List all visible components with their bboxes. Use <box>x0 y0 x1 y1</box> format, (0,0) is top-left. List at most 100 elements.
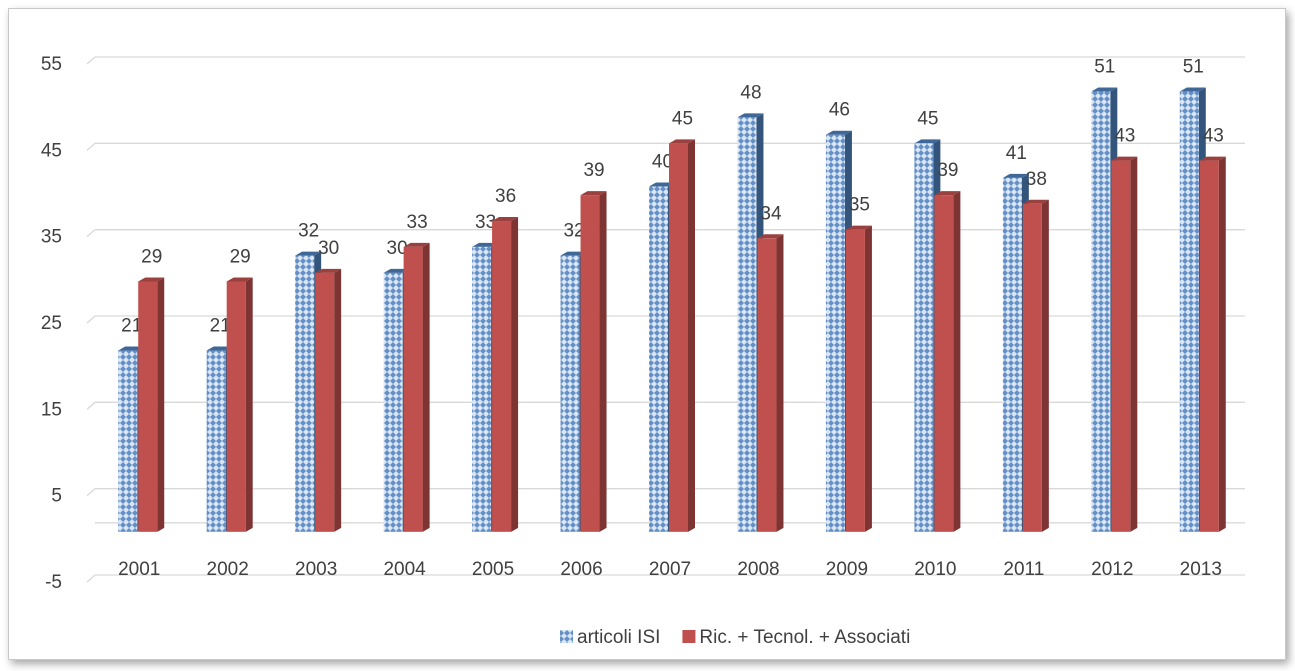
bar-front <box>118 350 138 532</box>
bar <box>492 217 519 532</box>
bar-side <box>776 234 784 532</box>
value-label: 29 <box>230 246 251 267</box>
x-tick-label: 2008 <box>737 559 779 580</box>
value-label: 35 <box>849 195 870 216</box>
bar-top <box>560 251 587 256</box>
y-tick-label: 25 <box>41 313 62 334</box>
bar-top <box>757 234 784 239</box>
bar <box>226 277 253 532</box>
value-label: 32 <box>563 221 584 242</box>
value-label: 39 <box>937 160 958 181</box>
value-label: 33 <box>407 212 428 233</box>
bar-top <box>580 191 607 196</box>
bar-side <box>157 277 165 532</box>
y-tick-label: -5 <box>45 572 62 593</box>
bar-top <box>825 130 852 135</box>
grid-line <box>86 574 1245 583</box>
bar-side <box>1041 199 1049 532</box>
bar-top <box>1179 87 1206 92</box>
bar-front <box>1179 91 1199 532</box>
value-label: 21 <box>210 316 231 337</box>
bar-top <box>1002 173 1029 178</box>
bar <box>580 191 607 532</box>
value-label: 36 <box>495 186 516 207</box>
bar <box>1022 199 1049 532</box>
bar-front <box>914 143 934 532</box>
value-label: 21 <box>121 316 142 337</box>
bar-front <box>315 272 335 532</box>
value-label: 30 <box>387 238 408 259</box>
value-label: 32 <box>298 221 319 242</box>
bar-top <box>472 242 499 247</box>
bar-top <box>1199 156 1226 161</box>
bar-top <box>118 346 145 351</box>
y-tick-label: 15 <box>41 399 62 420</box>
x-tick-label: 2006 <box>560 559 602 580</box>
bar-front <box>226 281 246 532</box>
bar-top <box>649 182 675 187</box>
value-label: 34 <box>760 203 782 224</box>
bar-top <box>1111 156 1138 161</box>
bar-top <box>383 268 410 273</box>
x-tick-label: 2002 <box>207 559 249 580</box>
legend-swatch <box>560 630 573 643</box>
bar-side <box>953 191 961 532</box>
bar-front <box>649 186 668 532</box>
bar <box>757 234 784 532</box>
bar-side <box>688 139 695 532</box>
bar-top <box>492 217 519 222</box>
value-label: 41 <box>1006 143 1027 164</box>
bar-front <box>1091 91 1111 532</box>
x-tick-label: 2011 <box>1003 559 1044 580</box>
bar-front <box>1002 177 1022 532</box>
bar-top <box>669 139 695 144</box>
bar <box>934 191 961 532</box>
bar-front <box>492 221 512 532</box>
value-label: 33 <box>475 212 496 233</box>
bar-side <box>864 225 872 532</box>
bar-front <box>1111 160 1131 532</box>
legend-swatch <box>682 630 696 643</box>
bar-top <box>206 346 233 351</box>
y-tick-label: 55 <box>41 54 62 75</box>
bar-top <box>1091 87 1118 92</box>
x-tick-label: 2005 <box>472 559 514 580</box>
bar-front <box>757 238 777 532</box>
bar-top <box>934 191 961 196</box>
grid-line <box>86 142 1245 151</box>
value-label: 43 <box>1114 126 1135 147</box>
value-label: 30 <box>318 238 339 259</box>
x-tick-label: 2012 <box>1091 559 1133 580</box>
y-tick-label: 35 <box>41 227 62 248</box>
bar-side <box>1130 156 1138 532</box>
value-label: 29 <box>141 246 162 267</box>
bar-front <box>560 255 580 532</box>
value-label: 48 <box>740 82 761 103</box>
bar-top <box>737 113 764 118</box>
value-label: 45 <box>917 108 938 129</box>
bar <box>403 242 430 532</box>
bar-front <box>1199 160 1219 532</box>
bar-top <box>914 139 941 144</box>
y-tick-label: 5 <box>51 486 62 507</box>
bar <box>1111 156 1138 532</box>
x-tick-label: 2007 <box>649 559 691 580</box>
value-label: 39 <box>583 160 604 181</box>
bar-side <box>245 277 253 532</box>
bar-side <box>334 268 342 532</box>
bar <box>669 139 695 532</box>
bar <box>845 225 872 532</box>
grid-line <box>86 56 1245 65</box>
x-tick-label: 2013 <box>1180 559 1222 580</box>
bar <box>315 268 342 532</box>
bar-front <box>737 117 757 532</box>
value-label: 38 <box>1026 169 1047 190</box>
bar-side <box>422 242 430 532</box>
value-label: 46 <box>829 100 850 121</box>
bar-top <box>138 277 165 282</box>
bar-top <box>315 268 342 273</box>
chart-frame <box>8 8 1286 660</box>
bar-front <box>580 195 600 532</box>
bar-top <box>403 242 430 247</box>
bar-front <box>1022 203 1042 532</box>
